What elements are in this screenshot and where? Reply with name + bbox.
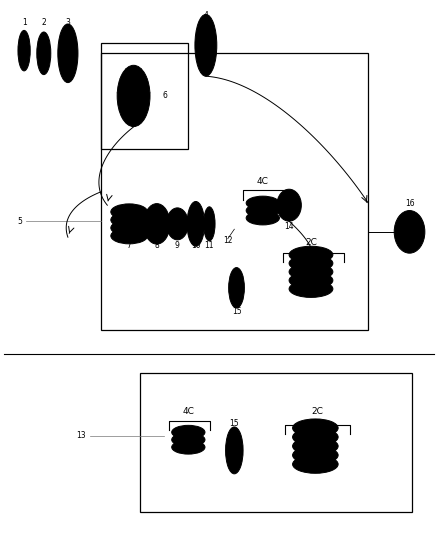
Text: 10: 10	[191, 241, 201, 249]
Ellipse shape	[37, 32, 51, 75]
Ellipse shape	[117, 223, 142, 233]
Ellipse shape	[229, 268, 244, 308]
Text: 5: 5	[18, 217, 22, 225]
Ellipse shape	[166, 208, 188, 240]
Ellipse shape	[251, 214, 275, 222]
Ellipse shape	[293, 455, 338, 473]
Ellipse shape	[205, 211, 214, 237]
Ellipse shape	[192, 217, 199, 231]
Ellipse shape	[289, 255, 333, 272]
Ellipse shape	[111, 220, 148, 236]
Ellipse shape	[204, 207, 215, 241]
Ellipse shape	[251, 206, 275, 215]
Ellipse shape	[117, 207, 142, 217]
Ellipse shape	[289, 280, 333, 297]
Text: 15: 15	[232, 308, 241, 316]
Text: 13: 13	[77, 432, 86, 440]
Ellipse shape	[296, 249, 326, 260]
Text: 2: 2	[42, 18, 46, 27]
Ellipse shape	[187, 201, 205, 246]
Ellipse shape	[300, 458, 331, 470]
Ellipse shape	[289, 272, 333, 289]
Ellipse shape	[117, 231, 142, 241]
Text: 3: 3	[65, 18, 71, 27]
Ellipse shape	[127, 83, 140, 109]
Text: 4C: 4C	[257, 177, 269, 185]
Ellipse shape	[246, 196, 279, 210]
Ellipse shape	[144, 204, 170, 244]
Ellipse shape	[279, 192, 299, 218]
Ellipse shape	[296, 284, 326, 294]
Ellipse shape	[111, 204, 148, 220]
Ellipse shape	[293, 428, 338, 446]
Text: 14: 14	[284, 222, 294, 231]
Ellipse shape	[230, 272, 243, 304]
Ellipse shape	[117, 215, 142, 225]
Ellipse shape	[177, 428, 200, 437]
Ellipse shape	[293, 446, 338, 464]
Ellipse shape	[177, 443, 200, 451]
Ellipse shape	[300, 422, 331, 434]
Ellipse shape	[172, 425, 205, 439]
Text: 4: 4	[203, 12, 208, 20]
Ellipse shape	[18, 30, 30, 71]
Ellipse shape	[169, 212, 186, 236]
Ellipse shape	[394, 211, 425, 253]
Ellipse shape	[111, 212, 148, 228]
Ellipse shape	[296, 258, 326, 269]
Ellipse shape	[60, 28, 76, 78]
Text: 2C: 2C	[311, 407, 324, 416]
Text: 16: 16	[405, 199, 414, 208]
Ellipse shape	[172, 440, 205, 454]
Ellipse shape	[293, 437, 338, 455]
Ellipse shape	[19, 34, 29, 67]
Ellipse shape	[289, 263, 333, 280]
Ellipse shape	[172, 433, 205, 447]
Ellipse shape	[293, 419, 338, 437]
Text: 12: 12	[223, 237, 233, 245]
Ellipse shape	[226, 427, 243, 474]
Text: 1: 1	[22, 18, 26, 27]
Ellipse shape	[111, 228, 148, 244]
Ellipse shape	[296, 275, 326, 286]
Ellipse shape	[197, 20, 215, 71]
Ellipse shape	[246, 204, 279, 217]
Text: 9: 9	[175, 241, 180, 249]
Ellipse shape	[58, 24, 78, 83]
Bar	[101, 53, 368, 330]
Text: 15: 15	[230, 419, 239, 428]
Ellipse shape	[147, 208, 167, 239]
Text: 7: 7	[127, 241, 132, 249]
Ellipse shape	[397, 214, 422, 249]
Ellipse shape	[120, 70, 147, 122]
Ellipse shape	[117, 66, 150, 126]
Ellipse shape	[39, 37, 49, 70]
Text: 11: 11	[205, 241, 214, 249]
Text: 4C: 4C	[182, 407, 194, 416]
Ellipse shape	[227, 432, 241, 469]
Text: 6: 6	[162, 92, 167, 100]
Ellipse shape	[195, 14, 217, 76]
Ellipse shape	[289, 246, 333, 263]
Ellipse shape	[246, 211, 279, 225]
Ellipse shape	[177, 435, 200, 444]
Bar	[140, 373, 412, 512]
Ellipse shape	[300, 449, 331, 461]
Ellipse shape	[277, 189, 301, 221]
Bar	[101, 43, 188, 149]
Text: 2C: 2C	[305, 238, 317, 247]
Ellipse shape	[300, 440, 331, 452]
Text: 8: 8	[155, 241, 159, 249]
Ellipse shape	[296, 266, 326, 277]
Ellipse shape	[251, 199, 275, 207]
Ellipse shape	[300, 431, 331, 443]
